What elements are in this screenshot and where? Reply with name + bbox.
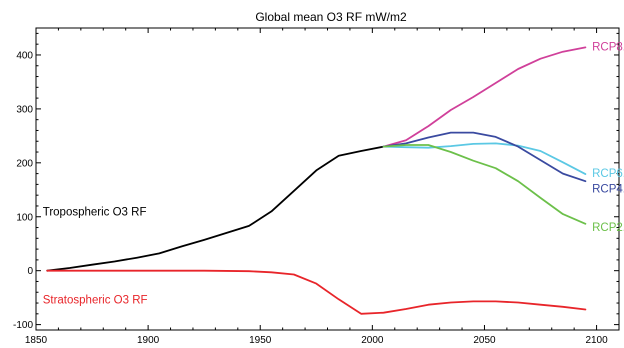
series-labels: Tropospheric O3 RF Stratospheric O3 RF RCP… bbox=[43, 41, 624, 306]
axis-ticks: 1850 1900 1950 2000 2050 2100 -100 0 100 200 300 40… bbox=[13, 28, 619, 346]
label-rcp6-0: RCP6.0 bbox=[592, 168, 624, 180]
x-tick-label: 1900 bbox=[137, 335, 160, 346]
series-line-rcp6-0 bbox=[382, 142, 587, 176]
series-line-rcp4-5 bbox=[382, 131, 587, 183]
x-tick-label: 1950 bbox=[249, 335, 272, 346]
label-stratospheric-o3-rf: Stratospheric O3 RF bbox=[43, 294, 148, 306]
plot-frame bbox=[35, 27, 620, 331]
series-line-stratospheric-o3-rf bbox=[46, 269, 587, 315]
label-tropospheric-o3-rf: Tropospheric O3 RF bbox=[43, 206, 147, 218]
y-tick-label: 300 bbox=[16, 104, 33, 115]
x-tick-label: 1850 bbox=[25, 335, 48, 346]
y-tick-label: 100 bbox=[16, 212, 33, 223]
x-tick-label: 2000 bbox=[361, 335, 384, 346]
chart-title: Global mean O3 RF mW/m2 bbox=[255, 10, 407, 24]
y-tick-label: 400 bbox=[16, 50, 33, 61]
series-line-rcp8-5 bbox=[382, 46, 587, 148]
y-tick-label: 0 bbox=[27, 266, 33, 277]
x-tick-label: 2050 bbox=[473, 335, 496, 346]
label-rcp2-6: RCP2.6 bbox=[592, 222, 624, 234]
series-lines bbox=[46, 46, 587, 315]
series-line-rcp2-6 bbox=[382, 144, 587, 225]
series-line-tropospheric-o3-rf bbox=[46, 145, 385, 272]
x-tick-label: 2100 bbox=[585, 335, 608, 346]
label-rcp4-5: RCP4.5 bbox=[592, 184, 624, 196]
label-rcp8-5: RCP8.5 bbox=[592, 41, 624, 53]
y-tick-label: 200 bbox=[16, 158, 33, 169]
y-tick-label: -100 bbox=[13, 320, 33, 331]
